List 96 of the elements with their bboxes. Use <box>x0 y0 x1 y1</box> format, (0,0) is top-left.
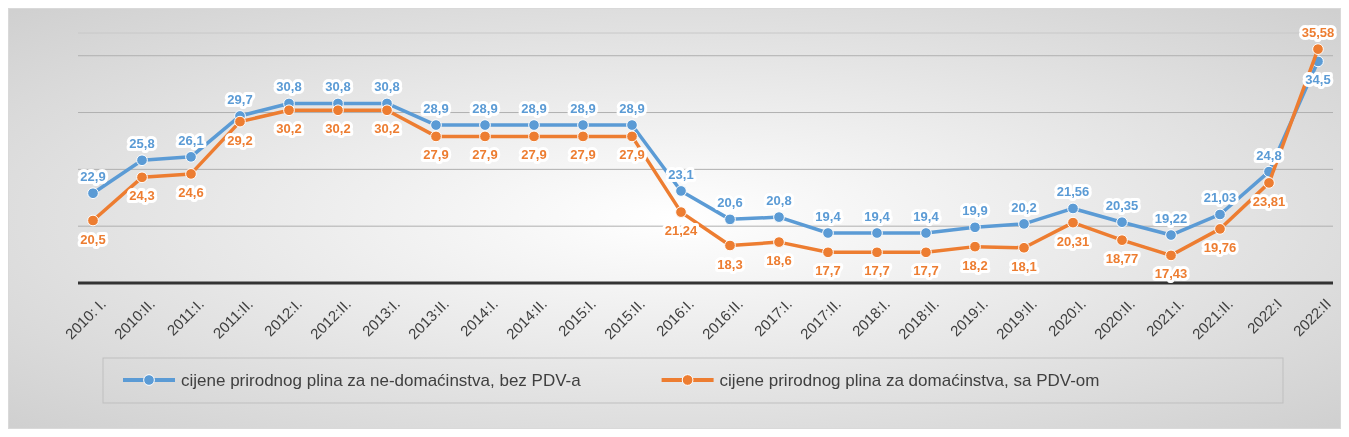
data-label: 18,1 <box>1011 258 1037 274</box>
data-label: 20,8 <box>766 193 792 209</box>
data-label: 27,9 <box>521 147 547 163</box>
data-label: 20,35 <box>1105 198 1139 214</box>
point <box>1263 177 1275 189</box>
point <box>234 115 246 128</box>
data-label: 23,81 <box>1252 193 1286 209</box>
data-label: 20,5 <box>80 231 106 247</box>
point <box>430 130 442 143</box>
point <box>1067 202 1079 215</box>
data-label: 29,2 <box>227 132 253 148</box>
point <box>724 213 736 226</box>
point <box>185 151 197 163</box>
point <box>1165 249 1177 262</box>
data-label: 17,7 <box>913 263 939 279</box>
data-label: 20,31 <box>1056 233 1090 249</box>
data-label: 17,7 <box>864 263 890 279</box>
point <box>675 185 687 197</box>
point <box>724 239 736 252</box>
data-label: 28,9 <box>570 101 596 117</box>
data-label: 28,9 <box>521 101 547 117</box>
point <box>920 246 932 259</box>
data-label: 17,43 <box>1154 266 1188 282</box>
data-label: 20,6 <box>717 195 743 211</box>
data-label: 30,2 <box>276 121 302 137</box>
point <box>1067 216 1079 229</box>
point <box>822 227 834 239</box>
point <box>871 246 883 259</box>
point <box>136 171 148 184</box>
point <box>136 154 148 167</box>
data-label: 24,3 <box>129 188 155 204</box>
point <box>822 246 834 259</box>
point <box>920 227 932 239</box>
point <box>773 236 785 248</box>
data-label: 30,2 <box>374 121 400 137</box>
point <box>1116 216 1128 229</box>
data-label: 25,8 <box>129 136 155 152</box>
point <box>1312 43 1324 55</box>
point <box>1116 234 1128 246</box>
point <box>87 187 99 200</box>
point <box>87 214 99 227</box>
data-label: 19,22 <box>1154 211 1188 227</box>
data-label: 18,2 <box>962 257 988 273</box>
point <box>773 211 785 223</box>
point <box>185 168 197 180</box>
point <box>577 119 589 131</box>
point <box>577 130 589 143</box>
data-label: 22,9 <box>80 169 106 185</box>
point <box>528 119 540 131</box>
data-label: 19,9 <box>962 203 988 219</box>
data-label: 28,9 <box>619 101 645 117</box>
data-label: 18,77 <box>1105 251 1139 267</box>
point <box>675 206 687 218</box>
data-label: 19,4 <box>913 209 940 224</box>
data-label: 26,1 <box>178 132 204 148</box>
point <box>381 104 393 117</box>
legend-label: cijene prirodnog plina za ne-domaćinstva, bez PDV-a <box>181 371 582 390</box>
data-label: 30,8 <box>276 79 302 95</box>
data-label: 21,56 <box>1056 184 1090 200</box>
data-label: 27,9 <box>423 147 449 163</box>
data-label: 19,76 <box>1203 239 1237 255</box>
point <box>969 240 981 253</box>
point <box>430 119 442 131</box>
data-label: 28,9 <box>423 101 449 117</box>
data-label: 20,2 <box>1011 199 1037 215</box>
point <box>871 227 883 239</box>
point <box>1214 223 1226 235</box>
data-label: 30,8 <box>325 79 351 95</box>
point <box>283 104 295 117</box>
point <box>626 130 638 143</box>
point <box>626 119 638 131</box>
data-label: 24,6 <box>178 184 204 200</box>
point <box>1214 208 1226 221</box>
data-label: 21,03 <box>1203 190 1237 206</box>
data-label: 30,2 <box>325 121 351 137</box>
data-label: 27,9 <box>472 147 498 163</box>
data-label: 35,58 <box>1301 25 1335 41</box>
data-label: 28,9 <box>472 101 498 117</box>
point <box>1165 229 1177 241</box>
data-label: 21,24 <box>664 223 699 239</box>
data-label: 27,9 <box>570 147 596 163</box>
point <box>1018 241 1030 254</box>
legend-label: cijene prirodnog plina za domaćinstva, sa PDV-om <box>719 371 1100 390</box>
data-label: 17,7 <box>815 263 841 279</box>
point <box>1018 218 1030 230</box>
data-label: 18,6 <box>766 253 792 269</box>
data-label: 29,7 <box>227 91 253 107</box>
point <box>479 119 491 131</box>
data-label: 19,4 <box>815 209 842 224</box>
point <box>969 221 981 234</box>
data-label: 18,3 <box>717 256 743 272</box>
point <box>479 130 491 143</box>
point <box>332 104 344 117</box>
data-label: 30,8 <box>374 79 400 95</box>
data-label: 19,4 <box>864 209 891 224</box>
point <box>528 130 540 143</box>
